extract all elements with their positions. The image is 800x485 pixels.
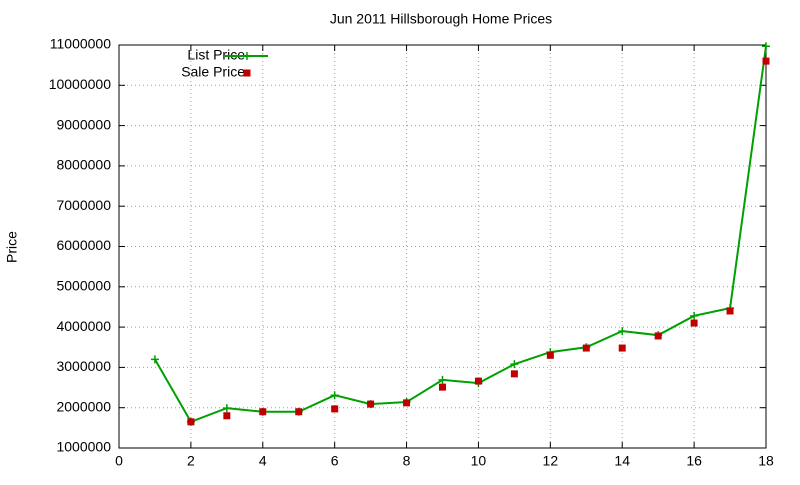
point: [259, 408, 267, 416]
point: [403, 399, 411, 407]
x-tick-label: 10: [471, 453, 487, 469]
point: [150, 355, 159, 364]
point: [582, 344, 590, 352]
point: [474, 377, 482, 385]
y-tick-label: 4000000: [56, 318, 111, 334]
plot-frame: [118, 44, 767, 449]
x-tick-label: 16: [686, 453, 702, 469]
y-axis-label: Price: [4, 231, 20, 263]
point: [438, 375, 447, 384]
point: [187, 418, 195, 426]
point: [762, 57, 770, 65]
y-tick-label: 7000000: [56, 197, 111, 213]
point: [223, 412, 231, 420]
x-tick-label: 4: [259, 453, 267, 469]
point: [726, 307, 734, 315]
point: [618, 344, 626, 352]
x-tick-label: 6: [331, 453, 339, 469]
point: [222, 404, 231, 413]
y-tick-label: 1000000: [56, 439, 111, 455]
y-tick-label: 5000000: [56, 278, 111, 294]
chart-title: Jun 2011 Hillsborough Home Prices: [330, 11, 552, 27]
x-tick-label: 14: [614, 453, 630, 469]
legend-label: List Price: [187, 47, 245, 63]
point: [330, 391, 339, 400]
y-tick-label: 2000000: [56, 398, 111, 414]
x-tick-label: 2: [187, 453, 195, 469]
legend-marker: [243, 69, 251, 77]
x-tick-label: 18: [758, 453, 774, 469]
point: [654, 332, 662, 340]
point: [439, 383, 446, 391]
legend-label: Sale Price: [181, 64, 245, 80]
y-tick-label: 6000000: [56, 237, 111, 253]
y-tick-label: 10000000: [49, 76, 112, 92]
y-tick-label: 8000000: [56, 157, 111, 173]
x-tick-label: 0: [115, 453, 123, 469]
point: [510, 370, 518, 378]
point: [690, 311, 699, 320]
point: [510, 360, 519, 369]
x-tick-label: 12: [543, 453, 559, 469]
point: [546, 351, 554, 359]
y-tick-label: 9000000: [56, 116, 111, 132]
x-tick-label: 8: [403, 453, 411, 469]
series-line: [154, 46, 767, 424]
y-tick-label: 3000000: [56, 358, 111, 374]
point: [331, 405, 339, 413]
point: [367, 400, 375, 408]
point: [690, 319, 698, 327]
legend-marker: [243, 52, 251, 60]
y-tick-label: 11000000: [50, 36, 111, 52]
point: [295, 408, 303, 416]
point: [618, 327, 627, 336]
point: [762, 42, 770, 51]
